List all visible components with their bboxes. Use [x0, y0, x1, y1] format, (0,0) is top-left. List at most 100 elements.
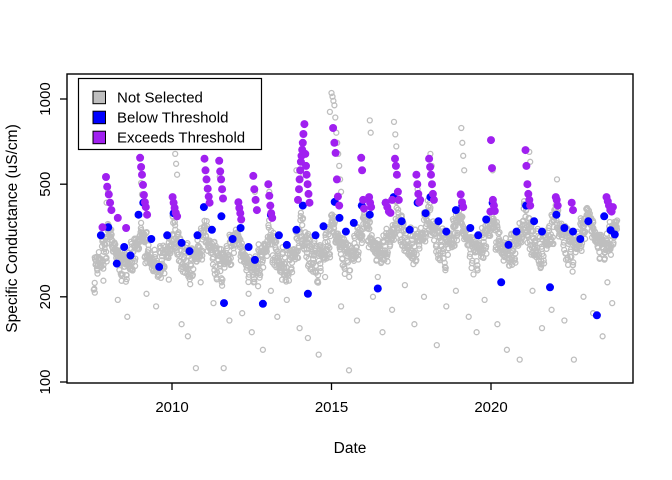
scatter-point-exceeds-threshold [200, 154, 209, 163]
scatter-point-below-threshold [163, 231, 172, 240]
scatter-point-not-selected [172, 160, 180, 167]
scatter-point-below-threshold [466, 224, 475, 232]
legend: Not Selected Below Threshold Exceeds Thr… [77, 77, 263, 151]
scatter-point-not-selected [299, 221, 306, 229]
scatter-point-not-selected [391, 229, 398, 236]
scatter-point-not-selected [413, 256, 420, 264]
scatter-point-not-selected [411, 321, 418, 328]
scatter-point-below-threshold [236, 224, 245, 232]
scatter-point-not-selected [445, 245, 452, 252]
scatter-point-exceeds-threshold [122, 224, 131, 232]
scatter-point-not-selected [358, 239, 365, 247]
scatter-point-not-selected [496, 229, 503, 236]
scatter-point-not-selected [548, 306, 555, 313]
scatter-point-exceeds-threshold [205, 198, 214, 207]
scatter-point-not-selected [379, 329, 386, 336]
scatter-point-not-selected [473, 329, 480, 336]
scatter-point-not-selected [460, 152, 467, 159]
scatter-point-exceeds-threshold [215, 156, 224, 165]
scatter-point-exceeds-threshold [358, 166, 367, 175]
scatter-point-not-selected [328, 89, 335, 97]
scatter-point-not-selected [369, 293, 377, 300]
y-tick-label: 200 [37, 284, 54, 309]
scatter-point-not-selected [296, 324, 303, 332]
scatter-point-exceeds-threshold [414, 189, 423, 198]
plot-border [66, 73, 634, 384]
scatter-point-exceeds-threshold [412, 170, 421, 179]
scatter-point-not-selected [487, 232, 494, 239]
scatter-point-not-selected [315, 257, 323, 264]
scatter-point-exceeds-threshold [429, 195, 438, 204]
scatter-point-not-selected [285, 277, 293, 284]
scatter-point-not-selected [532, 238, 539, 245]
scatter-point-not-selected [447, 233, 454, 240]
scatter-point-not-selected [582, 228, 589, 235]
scatter-point-not-selected [114, 296, 121, 304]
scatter-point-not-selected [339, 255, 346, 262]
scatter-point-below-threshold [220, 299, 228, 308]
scatter-point-not-selected [330, 225, 338, 232]
scatter-point-below-threshold [538, 227, 546, 236]
scatter-point-not-selected [561, 317, 568, 324]
y-tick-label: 500 [37, 172, 54, 197]
scatter-point-exceeds-threshold [388, 195, 397, 204]
scatter-point-below-threshold [282, 240, 291, 249]
scatter-point-not-selected [353, 243, 360, 251]
scatter-point-not-selected [283, 296, 290, 304]
scatter-point-exceeds-threshold [113, 213, 122, 222]
scatter-point-not-selected [218, 279, 225, 286]
x-tick-label: 2015 [315, 399, 348, 416]
scatter-point-not-selected [344, 259, 352, 266]
scatter-point-not-selected [317, 260, 324, 267]
scatter-point-below-threshold [207, 225, 216, 234]
scatter-point-not-selected [366, 218, 374, 225]
legend-label-not-selected: Not Selected [117, 90, 203, 107]
scatter-point-exceeds-threshold [391, 154, 399, 163]
scatter-point-exceeds-threshold [357, 153, 366, 162]
scatter-point-not-selected [427, 204, 434, 211]
scatter-point-below-threshold [319, 222, 328, 231]
scatter-point-exceeds-threshold [138, 170, 146, 179]
scatter-point-not-selected [452, 287, 460, 294]
scatter-point-not-selected [516, 356, 523, 363]
scatter-point-below-threshold [552, 210, 561, 219]
x-axis-title: Date [334, 440, 367, 457]
scatter-point-not-selected [116, 266, 123, 274]
scatter-point-not-selected [103, 240, 111, 247]
scatter-point-not-selected [238, 240, 245, 247]
scatter-point-exceeds-threshold [391, 161, 400, 170]
scatter-point-not-selected [451, 242, 458, 249]
scatter-point-not-selected [540, 252, 547, 260]
scatter-point-below-threshold [610, 230, 619, 239]
scatter-point-exceeds-threshold [201, 166, 210, 175]
scatter-point-exceeds-threshold [487, 136, 495, 145]
scatter-point-exceeds-threshold [331, 148, 340, 157]
scatter-point-not-selected [454, 231, 461, 238]
scatter-point-not-selected [459, 139, 466, 146]
scatter-point-not-selected [550, 240, 557, 248]
scatter-point-exceeds-threshold [428, 189, 437, 198]
scatter-point-not-selected [453, 237, 461, 244]
scatter-point-not-selected [91, 289, 98, 296]
scatter-point-not-selected [540, 257, 547, 264]
scatter-point-not-selected [256, 274, 263, 281]
scatter-point-not-selected [540, 260, 548, 267]
scatter-point-exceeds-threshold [333, 192, 342, 201]
scatter-point-not-selected [366, 225, 373, 232]
scatter-point-not-selected [248, 329, 255, 336]
y-tick-label: 1000 [37, 82, 54, 115]
scatter-point-not-selected [374, 273, 381, 281]
scatter-point-not-selected [417, 224, 425, 232]
scatter-point-not-selected [393, 143, 400, 150]
scatter-point-exceeds-threshold [524, 189, 533, 198]
scatter-point-exceeds-threshold [302, 161, 310, 170]
scatter-point-not-selected [601, 255, 608, 262]
scatter-point-not-selected [359, 232, 366, 239]
scatter-point-exceeds-threshold [103, 182, 112, 191]
scatter-point-not-selected [251, 278, 258, 285]
scatter-point-exceeds-threshold [218, 185, 227, 194]
scatter-point-not-selected [373, 256, 380, 263]
scatter-point-not-selected [210, 299, 217, 307]
scatter-point-below-threshold [311, 231, 320, 240]
scatter-point-exceeds-threshold [490, 207, 499, 215]
